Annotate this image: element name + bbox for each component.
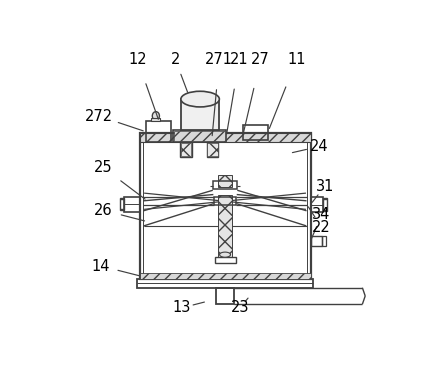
Text: 25: 25 [94,160,113,175]
Bar [207,143,218,156]
Bar [217,288,233,304]
Ellipse shape [181,91,219,107]
Bar [181,143,191,156]
Bar [180,142,192,157]
Bar [152,118,160,121]
Bar [322,236,326,246]
Bar [218,195,232,257]
Ellipse shape [220,252,230,257]
Bar [140,273,311,279]
Bar [140,133,311,142]
Bar [120,198,124,211]
Text: 22: 22 [312,220,331,235]
Text: 271: 271 [206,52,233,67]
Text: 27: 27 [251,52,270,67]
Text: 2: 2 [171,52,180,67]
Bar [173,131,225,142]
Text: 26: 26 [94,203,113,218]
Bar [206,142,218,157]
Text: 14: 14 [92,259,110,273]
Text: 11: 11 [288,52,306,67]
Bar [214,196,237,205]
Bar [137,279,313,288]
Ellipse shape [152,112,159,120]
Bar [218,175,232,188]
Bar [323,198,327,211]
Bar [143,137,307,275]
Text: 12: 12 [128,52,147,67]
Bar [174,131,225,141]
Bar [181,99,219,131]
Bar [146,121,171,142]
Text: 21: 21 [230,52,249,67]
Text: 23: 23 [231,300,249,316]
Text: 13: 13 [172,300,190,316]
Text: 272: 272 [85,109,113,124]
Bar [124,197,140,212]
Text: 31: 31 [315,179,334,194]
Bar [213,181,237,189]
Text: 34: 34 [312,207,331,222]
Bar [311,197,323,212]
Bar [311,236,322,246]
Bar [243,125,268,140]
Bar [214,257,236,263]
Text: 24: 24 [310,139,329,154]
Bar [140,133,311,279]
